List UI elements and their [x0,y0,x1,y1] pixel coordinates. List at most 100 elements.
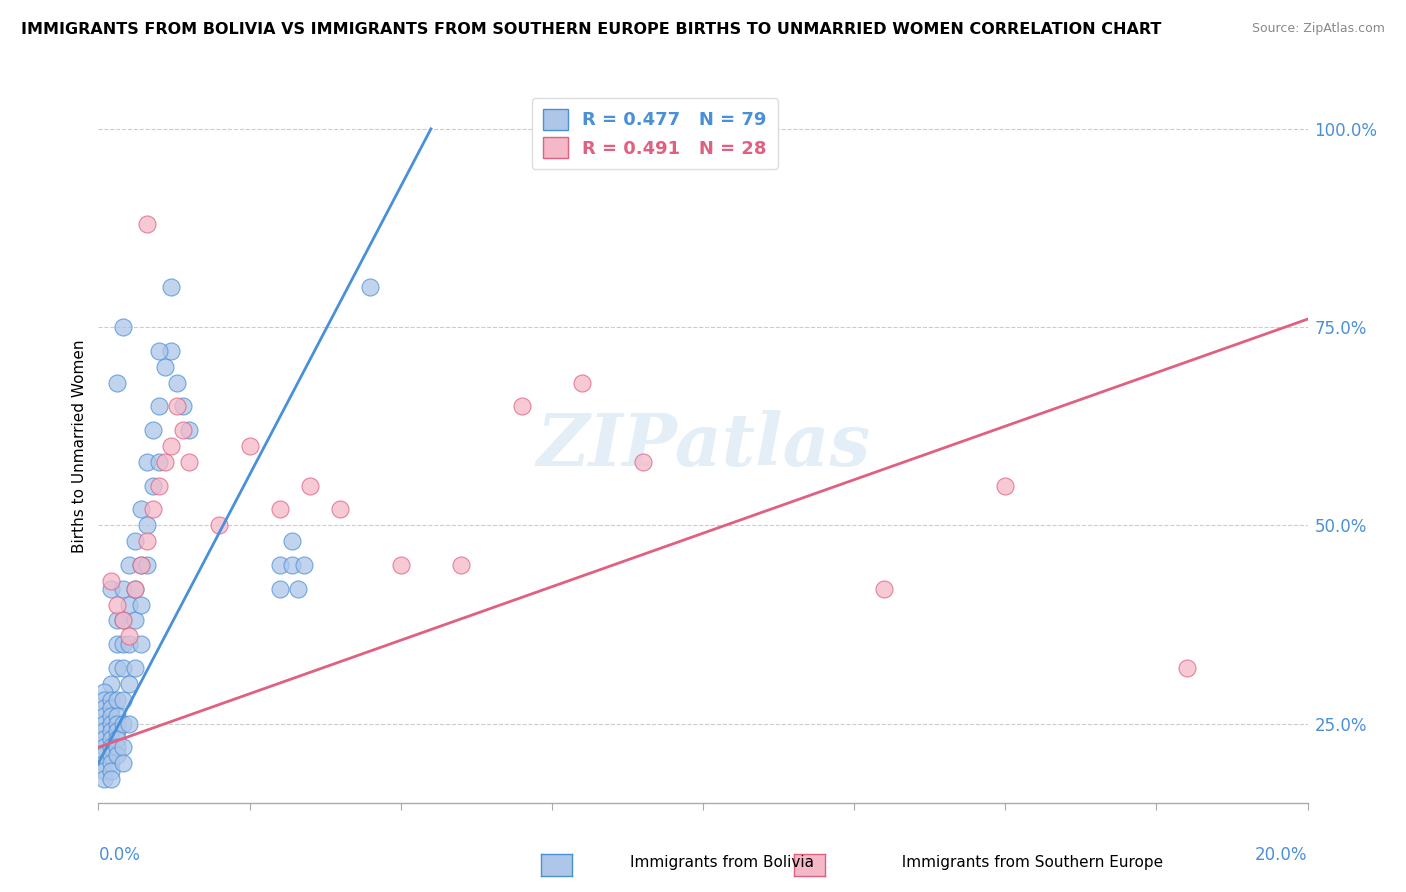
Point [93,692,115,706]
Point [166,376,188,390]
Point [148,400,170,414]
Text: Immigrants from Bolivia                  Immigrants from Southern Europe: Immigrants from Bolivia Immigrants from … [591,855,1163,870]
Point [93,772,115,786]
Point [389,558,412,572]
Point [148,455,170,469]
Point [93,764,115,778]
Point [269,502,291,516]
Point [111,716,134,731]
Point [179,455,201,469]
Point [124,582,146,596]
Point [111,582,134,596]
Point [179,423,201,437]
Point [571,376,593,390]
Point [160,280,183,294]
Point [93,756,115,771]
Point [135,518,157,533]
Point [100,748,122,763]
Point [450,558,472,572]
Point [124,614,146,628]
Point [100,582,122,596]
Point [105,637,128,651]
Point [111,614,134,628]
Point [93,708,115,723]
Point [93,700,115,714]
Point [269,582,291,596]
Point [93,724,115,739]
Point [329,502,352,516]
Y-axis label: Births to Unmarried Women: Births to Unmarried Women [72,339,87,553]
Text: IMMIGRANTS FROM BOLIVIA VS IMMIGRANTS FROM SOUTHERN EUROPE BIRTHS TO UNMARRIED W: IMMIGRANTS FROM BOLIVIA VS IMMIGRANTS FR… [21,22,1161,37]
Point [287,582,309,596]
Point [100,677,122,691]
Point [239,439,262,453]
Point [129,558,152,572]
Point [281,534,304,549]
Point [118,598,141,612]
Point [631,455,654,469]
Point [269,558,291,572]
Point [105,614,128,628]
Point [93,685,115,699]
Point [118,629,141,643]
Point [93,748,115,763]
Point [105,708,128,723]
Point [994,478,1017,492]
Point [118,677,141,691]
Point [105,748,128,763]
Point [124,582,146,596]
Point [510,400,533,414]
Text: 0.0%: 0.0% [98,846,141,863]
Text: 20.0%: 20.0% [1256,846,1308,863]
Point [100,700,122,714]
Point [100,716,122,731]
Point [105,376,128,390]
Point [100,732,122,747]
Point [281,558,304,572]
Point [111,756,134,771]
Point [135,558,157,572]
Point [100,772,122,786]
Point [111,614,134,628]
Point [208,518,231,533]
Point [111,692,134,706]
Point [111,637,134,651]
Point [299,478,322,492]
Point [160,439,183,453]
Point [172,423,194,437]
Point [153,455,176,469]
Point [129,637,152,651]
Point [105,716,128,731]
Legend: R = 0.477   N = 79, R = 0.491   N = 28: R = 0.477 N = 79, R = 0.491 N = 28 [531,98,778,169]
Point [172,400,194,414]
Point [292,558,315,572]
Point [873,582,896,596]
Point [129,502,152,516]
Point [111,320,134,334]
Point [100,764,122,778]
Point [118,558,141,572]
Point [160,343,183,358]
Point [124,534,146,549]
Point [105,661,128,675]
Point [105,732,128,747]
Point [166,400,188,414]
Point [93,732,115,747]
Point [135,217,157,231]
Point [142,423,165,437]
Text: Source: ZipAtlas.com: Source: ZipAtlas.com [1251,22,1385,36]
Point [111,661,134,675]
Point [118,637,141,651]
Point [1175,661,1198,675]
Point [100,724,122,739]
Point [100,692,122,706]
Point [111,740,134,755]
Point [148,343,170,358]
Point [118,716,141,731]
Point [93,716,115,731]
Point [100,740,122,755]
Point [153,359,176,374]
Point [142,502,165,516]
Point [105,692,128,706]
Point [105,724,128,739]
